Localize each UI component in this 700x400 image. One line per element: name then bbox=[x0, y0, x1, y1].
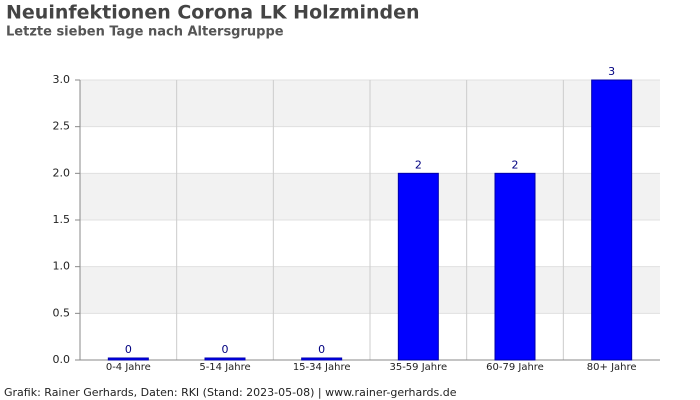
bar bbox=[397, 172, 439, 361]
chart-subtitle: Letzte sieben Tage nach Altersgruppe bbox=[6, 25, 284, 40]
y-tick-label: 2.5 bbox=[53, 120, 71, 133]
x-tick-label: 35-59 Jahre bbox=[389, 362, 447, 373]
y-tick-label: 3.0 bbox=[53, 73, 71, 86]
value-label: 0 bbox=[318, 343, 325, 356]
bar bbox=[591, 79, 633, 361]
y-tick-label: 0.5 bbox=[53, 306, 71, 319]
bar bbox=[107, 357, 149, 361]
value-label: 0 bbox=[125, 343, 132, 356]
bar bbox=[301, 357, 343, 361]
y-tick-label: 1.0 bbox=[53, 260, 71, 273]
x-tick-label: 0-4 Jahre bbox=[106, 362, 151, 373]
value-label: 2 bbox=[512, 158, 519, 171]
chart-title: Neuinfektionen Corona LK Holzminden bbox=[6, 2, 420, 24]
x-tick-label: 80+ Jahre bbox=[587, 362, 637, 373]
value-label: 3 bbox=[608, 65, 615, 78]
value-label: 2 bbox=[415, 158, 422, 171]
value-label: 0 bbox=[222, 343, 229, 356]
y-tick-label: 2.0 bbox=[53, 166, 71, 179]
bar bbox=[494, 172, 536, 361]
x-tick-label: 15-34 Jahre bbox=[293, 362, 351, 373]
x-tick-label: 5-14 Jahre bbox=[199, 362, 250, 373]
footer: Grafik: Rainer Gerhards, Daten: RKI (Sta… bbox=[4, 386, 457, 399]
x-tick-label: 60-79 Jahre bbox=[486, 362, 544, 373]
bar bbox=[204, 357, 246, 361]
y-tick-label: 0.0 bbox=[53, 353, 71, 366]
y-tick-label: 1.5 bbox=[53, 213, 71, 226]
